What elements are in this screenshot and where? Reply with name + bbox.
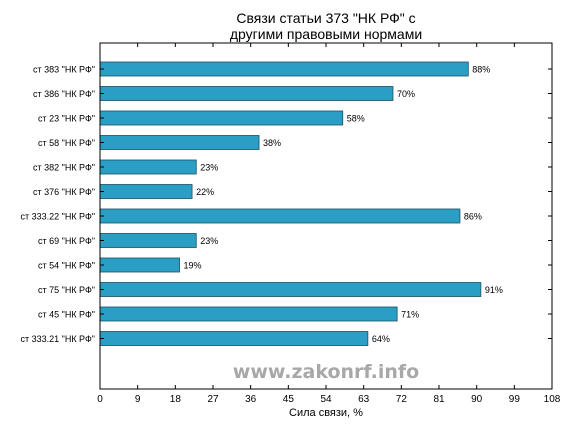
x-tick-label-9: 81 bbox=[433, 394, 445, 405]
category-label-7: ст 69 "НК РФ" bbox=[38, 236, 95, 246]
category-label-9: ст 75 "НК РФ" bbox=[38, 285, 95, 295]
labels-layer: 88% ст 383 "НК РФ" 70% ст 386 "НК РФ" 58% ст … bbox=[20, 65, 502, 345]
bar-value-label-8: 19% bbox=[184, 261, 202, 271]
x-tick-label-8: 72 bbox=[396, 394, 408, 405]
bar-value-label-1: 70% bbox=[397, 89, 415, 99]
bar-value-label-4: 23% bbox=[200, 163, 218, 173]
x-tick-label-12: 108 bbox=[544, 394, 561, 405]
x-tick-label-3: 27 bbox=[207, 394, 219, 405]
category-label-3: ст 58 "НК РФ" bbox=[38, 138, 95, 148]
bar-3 bbox=[99, 135, 260, 150]
x-tick-label-10: 90 bbox=[471, 394, 483, 405]
x-tick-label-4: 36 bbox=[245, 394, 257, 405]
bar-10 bbox=[99, 306, 398, 322]
x-tick-label-7: 63 bbox=[358, 394, 370, 405]
x-tick-label-1: 9 bbox=[135, 394, 141, 405]
category-label-1: ст 386 "НК РФ" bbox=[33, 89, 95, 99]
category-label-2: ст 23 "НК РФ" bbox=[38, 114, 95, 124]
bar-value-label-7: 23% bbox=[200, 236, 218, 246]
bar-8 bbox=[99, 257, 180, 273]
bar-value-label-9: 91% bbox=[485, 285, 503, 295]
x-tick-label-0: 0 bbox=[97, 394, 103, 405]
x-tick-label-6: 54 bbox=[320, 394, 332, 405]
bar-0 bbox=[99, 61, 469, 77]
bars-layer bbox=[99, 61, 482, 346]
category-label-4: ст 382 "НК РФ" bbox=[33, 163, 95, 173]
category-label-10: ст 45 "НК РФ" bbox=[38, 310, 95, 320]
bar-11 bbox=[99, 331, 369, 346]
x-tick-label-11: 99 bbox=[509, 394, 521, 405]
bar-value-label-0: 88% bbox=[472, 65, 490, 75]
bar-2 bbox=[99, 110, 344, 126]
bar-7 bbox=[99, 233, 197, 248]
bar-4 bbox=[99, 159, 197, 175]
bar-value-label-5: 22% bbox=[196, 187, 214, 197]
category-label-5: ст 376 "НК РФ" bbox=[33, 187, 95, 197]
bar-9 bbox=[99, 282, 482, 297]
bar-value-label-2: 58% bbox=[347, 114, 365, 124]
x-axis-label: Сила связи, % bbox=[289, 407, 363, 419]
bar-5 bbox=[99, 184, 193, 199]
chart-title-line-1: Связи статьи 373 "НК РФ" с bbox=[236, 10, 415, 26]
bar-value-label-10: 71% bbox=[401, 310, 419, 320]
category-label-6: ст 333.22 "НК РФ" bbox=[20, 212, 95, 222]
category-label-0: ст 383 "НК РФ" bbox=[33, 65, 95, 75]
bar-value-label-3: 38% bbox=[263, 138, 281, 148]
x-tick-label-5: 45 bbox=[283, 394, 295, 405]
category-label-11: ст 333.21 "НК РФ" bbox=[20, 334, 95, 344]
ticks-layer: 0 9 18 27 36 45 54 63 72 81 90 99 108 bbox=[97, 43, 561, 405]
x-tick-label-2: 18 bbox=[170, 394, 182, 405]
bar-value-label-11: 64% bbox=[372, 334, 390, 344]
watermark: www.zakonrf.info bbox=[233, 361, 419, 383]
bar-1 bbox=[99, 86, 394, 101]
category-label-8: ст 54 "НК РФ" bbox=[38, 261, 95, 271]
bar-6 bbox=[99, 208, 461, 224]
chart-title-line-2: другими правовыми нормами bbox=[230, 26, 422, 42]
bar-value-label-6: 86% bbox=[464, 212, 482, 222]
